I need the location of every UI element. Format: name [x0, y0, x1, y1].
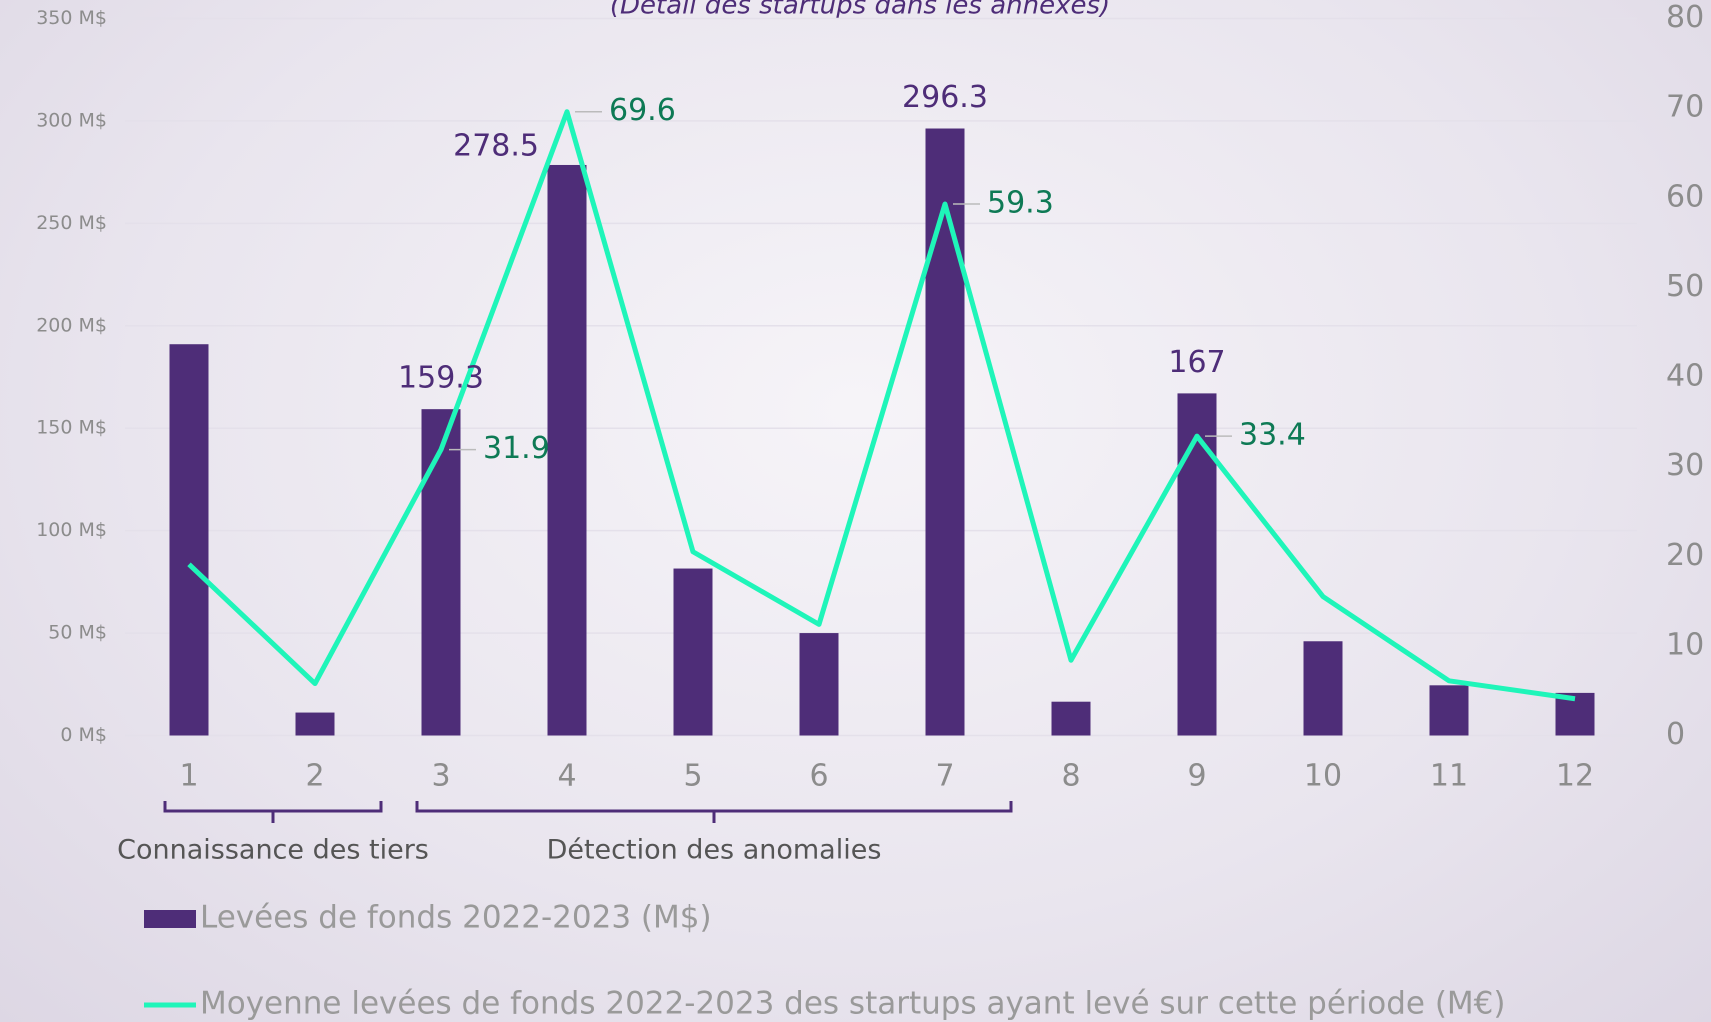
x-tick-label: 8: [1061, 759, 1080, 794]
bar: [1429, 685, 1469, 736]
y2-tick-label: 60: [1666, 179, 1704, 214]
x-tick-label: 11: [1430, 759, 1468, 794]
bar: [673, 568, 713, 736]
annotation: Connaissance des tiers: [117, 835, 429, 866]
y-tick-label: 50 M$: [48, 622, 107, 644]
legend-swatch: [144, 910, 196, 928]
annotation: Détection des anomalies: [547, 835, 882, 866]
y2-tick-label: 50: [1666, 269, 1704, 304]
x-tick-label: 5: [683, 759, 702, 794]
y2-tick-label: 40: [1666, 359, 1704, 394]
bar: [1051, 701, 1091, 736]
x-tick-label: 1: [179, 759, 198, 794]
bracket: [415, 801, 1013, 823]
chart-subtitle: (Détail des startups dans les annexes): [610, 0, 1110, 21]
x-tick-label: 10: [1304, 759, 1342, 794]
x-tick-label: 12: [1556, 759, 1594, 794]
y2-tick-label: 80: [1666, 0, 1704, 35]
value-label: 31.9: [483, 431, 550, 466]
x-tick-label: 6: [809, 759, 828, 794]
bar: [1303, 641, 1343, 736]
value-label: 167: [1168, 345, 1225, 380]
bar: [169, 344, 209, 736]
value-label: 59.3: [987, 186, 1054, 221]
bar: [547, 164, 587, 736]
line: [187, 109, 1576, 702]
bar: [421, 409, 461, 736]
bar: [799, 633, 839, 736]
x-tick-label: 2: [305, 759, 324, 794]
bar: [1555, 692, 1595, 736]
value-label: 159.3: [398, 361, 484, 396]
x-tick-label: 4: [557, 759, 576, 794]
y-tick-label: 250 M$: [36, 212, 107, 234]
y-tick-label: 300 M$: [36, 109, 107, 131]
bar: [295, 712, 335, 736]
bracket: [163, 801, 383, 823]
bar: [1177, 393, 1217, 736]
y-tick-label: 350 M$: [36, 7, 107, 29]
legend-label: Moyenne levées de fonds 2022-2023 des st…: [200, 986, 1506, 1022]
y2-tick-label: 20: [1666, 538, 1704, 573]
x-tick-label: 9: [1187, 759, 1206, 794]
bar: [925, 128, 965, 736]
y2-tick-label: 70: [1666, 90, 1704, 125]
y2-tick-label: 0: [1666, 717, 1685, 752]
x-tick-label: 3: [431, 759, 450, 794]
value-label: 33.4: [1239, 418, 1306, 453]
y2-tick-label: 30: [1666, 448, 1704, 483]
y2-tick-label: 10: [1666, 627, 1704, 662]
y-tick-label: 0 M$: [60, 724, 107, 746]
value-label: 278.5: [453, 128, 539, 163]
y-tick-label: 100 M$: [36, 519, 107, 541]
y-tick-label: 200 M$: [36, 314, 107, 336]
x-tick-label: 7: [935, 759, 954, 794]
legend-label: Levées de fonds 2022-2023 (M$): [200, 900, 712, 936]
y-tick-label: 150 M$: [36, 417, 107, 439]
value-label: 296.3: [902, 80, 988, 115]
value-label: 69.6: [609, 93, 676, 128]
